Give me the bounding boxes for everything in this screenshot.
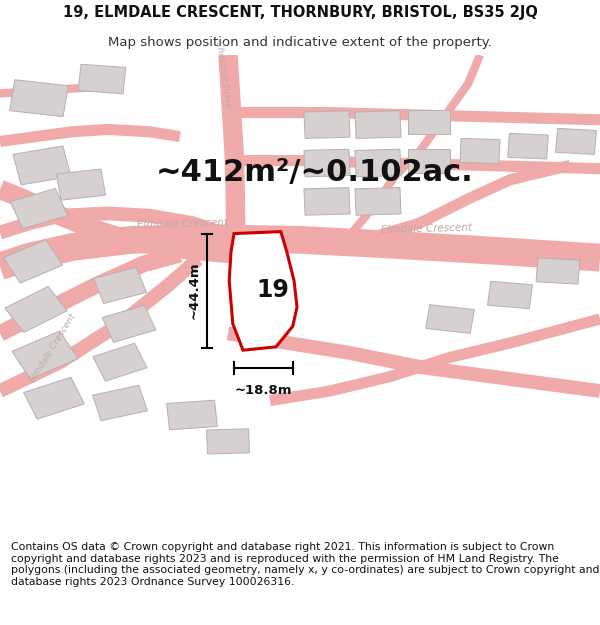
Polygon shape	[206, 429, 250, 454]
Text: Elmdale Crescent: Elmdale Crescent	[381, 222, 472, 235]
Text: ~412m²/~0.102ac.: ~412m²/~0.102ac.	[156, 158, 474, 187]
Polygon shape	[304, 188, 350, 215]
Text: ~44.4m: ~44.4m	[187, 262, 200, 319]
Polygon shape	[12, 331, 78, 379]
Text: Elmdale Crescent: Elmdale Crescent	[28, 312, 77, 384]
Text: Map shows position and indicative extent of the property.: Map shows position and indicative extent…	[108, 36, 492, 49]
Polygon shape	[93, 343, 147, 381]
Polygon shape	[425, 304, 475, 333]
Polygon shape	[167, 400, 217, 430]
Text: ~18.8m: ~18.8m	[235, 384, 292, 398]
Polygon shape	[56, 169, 106, 200]
Polygon shape	[536, 258, 580, 284]
Polygon shape	[92, 385, 148, 421]
Text: Contains OS data © Crown copyright and database right 2021. This information is : Contains OS data © Crown copyright and d…	[11, 542, 599, 587]
Polygon shape	[488, 281, 532, 309]
Polygon shape	[10, 80, 68, 117]
Polygon shape	[355, 188, 401, 215]
Polygon shape	[94, 268, 146, 304]
Polygon shape	[355, 149, 401, 177]
Polygon shape	[5, 286, 67, 332]
Polygon shape	[408, 110, 450, 134]
Polygon shape	[304, 149, 350, 177]
Polygon shape	[78, 64, 126, 94]
Polygon shape	[13, 146, 71, 185]
Polygon shape	[304, 111, 350, 138]
Text: Elmdale Crescent: Elmdale Crescent	[137, 217, 228, 230]
Polygon shape	[10, 189, 68, 229]
Polygon shape	[355, 111, 401, 138]
Text: Chestnut Drive: Chestnut Drive	[214, 40, 232, 108]
Polygon shape	[408, 149, 450, 173]
Polygon shape	[102, 305, 156, 343]
Polygon shape	[556, 128, 596, 154]
Polygon shape	[4, 239, 62, 283]
Polygon shape	[508, 133, 548, 159]
Polygon shape	[229, 232, 297, 350]
Text: 19: 19	[257, 278, 289, 302]
Polygon shape	[23, 378, 85, 419]
Text: 19, ELMDALE CRESCENT, THORNBURY, BRISTOL, BS35 2JQ: 19, ELMDALE CRESCENT, THORNBURY, BRISTOL…	[62, 4, 538, 19]
Polygon shape	[460, 139, 500, 164]
